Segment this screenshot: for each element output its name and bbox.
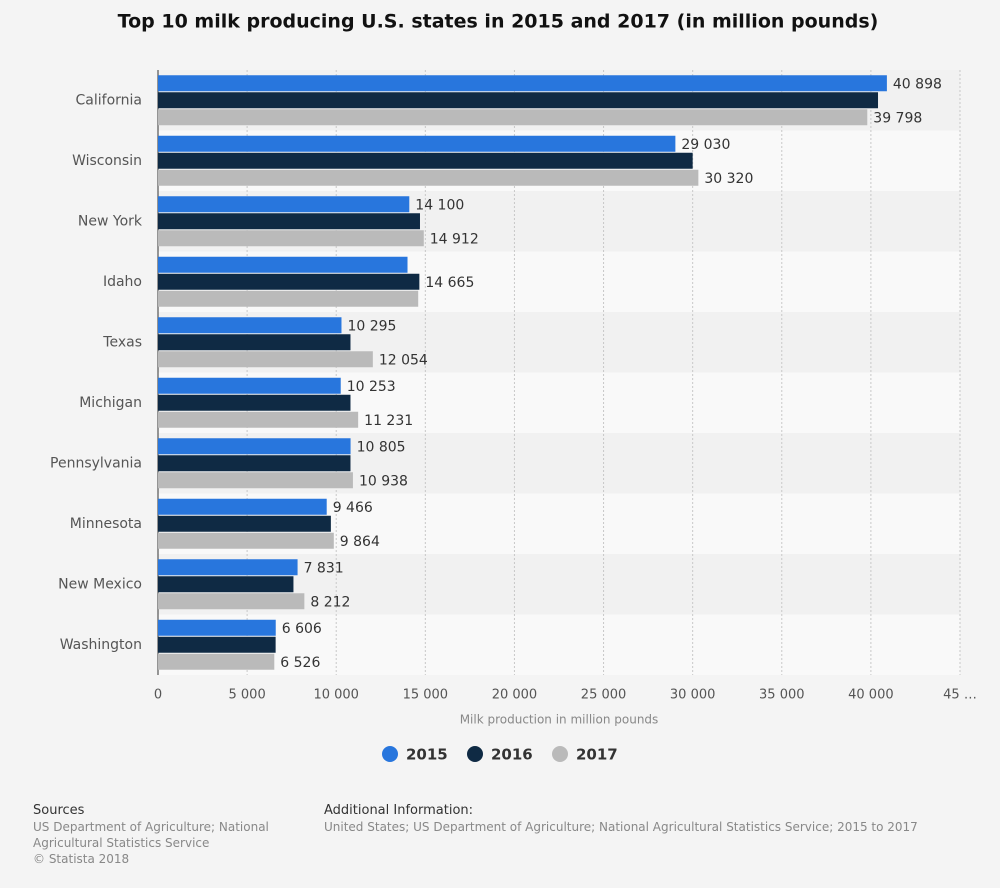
x-tick-label: 35 000 [759,688,805,703]
sources-line: US Department of Agriculture; National [33,820,269,834]
data-label: 14 912 [430,231,479,247]
y-tick-label: Pennsylvania [50,455,142,471]
bar [158,317,342,334]
data-label: 9 864 [340,534,380,550]
y-tick-label: Minnesota [70,516,142,532]
bar [158,438,351,455]
data-label: 10 938 [359,473,408,489]
x-axis-label: Milk production in million pounds [460,713,659,727]
bar [158,394,351,411]
bar [158,230,424,247]
bar [158,411,359,428]
bar [158,92,879,109]
data-label: 40 898 [893,76,942,92]
bar [158,515,331,532]
data-label: 29 030 [681,137,730,153]
data-label: 14 100 [415,197,464,213]
info-title: Additional Information: [324,803,474,818]
x-tick-label: 30 000 [670,688,716,703]
y-tick-label: Wisconsin [72,153,142,169]
bar [158,653,275,670]
bar [158,455,351,472]
bar [158,377,341,394]
data-label: 10 805 [357,439,406,455]
data-label: 11 231 [364,413,413,429]
x-tick-label: 5 000 [229,688,266,703]
bar [158,135,676,152]
bar [158,109,868,126]
bar [158,532,334,549]
row-band [158,614,960,675]
chart: Top 10 milk producing U.S. states in 201… [50,11,977,764]
bar [158,75,887,92]
sources: Sources US Department of Agriculture; Na… [33,803,269,867]
bar [158,290,419,307]
data-label: 10 295 [347,318,396,334]
sources-line: © Statista 2018 [33,852,130,866]
legend-marker [467,746,483,762]
info-text: United States; US Department of Agricult… [324,820,918,834]
bar [158,152,693,169]
y-tick-label: New Mexico [58,576,142,592]
data-label: 9 466 [333,500,373,516]
legend-label: 2016 [491,746,533,764]
x-tick-label: 45 … [943,688,977,703]
bar [158,169,699,186]
data-label: 30 320 [704,171,753,187]
x-tick-label: 0 [154,688,162,703]
data-label: 14 665 [425,275,474,291]
x-tick-label: 20 000 [492,688,538,703]
data-label: 10 253 [347,379,396,395]
sources-title: Sources [33,803,85,818]
sources-line: Agricultural Statistics Service [33,836,210,850]
bar [158,576,294,593]
bar [158,619,276,636]
chart-title: Top 10 milk producing U.S. states in 201… [118,11,879,33]
x-tick-label: 10 000 [313,688,359,703]
legend-label: 2017 [576,746,618,764]
data-label: 39 798 [873,110,922,126]
data-label: 6 526 [280,655,320,671]
y-tick-label: Michigan [79,395,142,411]
bar [158,593,305,610]
legend-marker [382,746,398,762]
legend-label: 2015 [406,746,448,764]
y-tick-label: Washington [60,637,142,653]
y-tick-label: Idaho [103,274,142,290]
data-label: 8 212 [310,594,350,610]
bar [158,636,276,653]
additional-info: Additional Information: United States; U… [324,803,918,835]
bar [158,213,420,230]
y-tick-label: Texas [102,334,142,350]
bar [158,334,351,351]
x-tick-label: 15 000 [403,688,449,703]
x-tick-label: 40 000 [848,688,894,703]
bar [158,273,420,290]
x-tick-label: 25 000 [581,688,627,703]
bar [158,559,298,576]
bar [158,498,327,515]
bar [158,256,408,273]
y-tick-label: New York [78,213,143,229]
bar [158,472,353,489]
bar [158,196,410,213]
data-label: 7 831 [304,560,344,576]
legend-marker [552,746,568,762]
y-tick-label: California [76,92,142,108]
data-label: 6 606 [282,621,322,637]
bar [158,351,373,368]
data-label: 12 054 [379,352,428,368]
